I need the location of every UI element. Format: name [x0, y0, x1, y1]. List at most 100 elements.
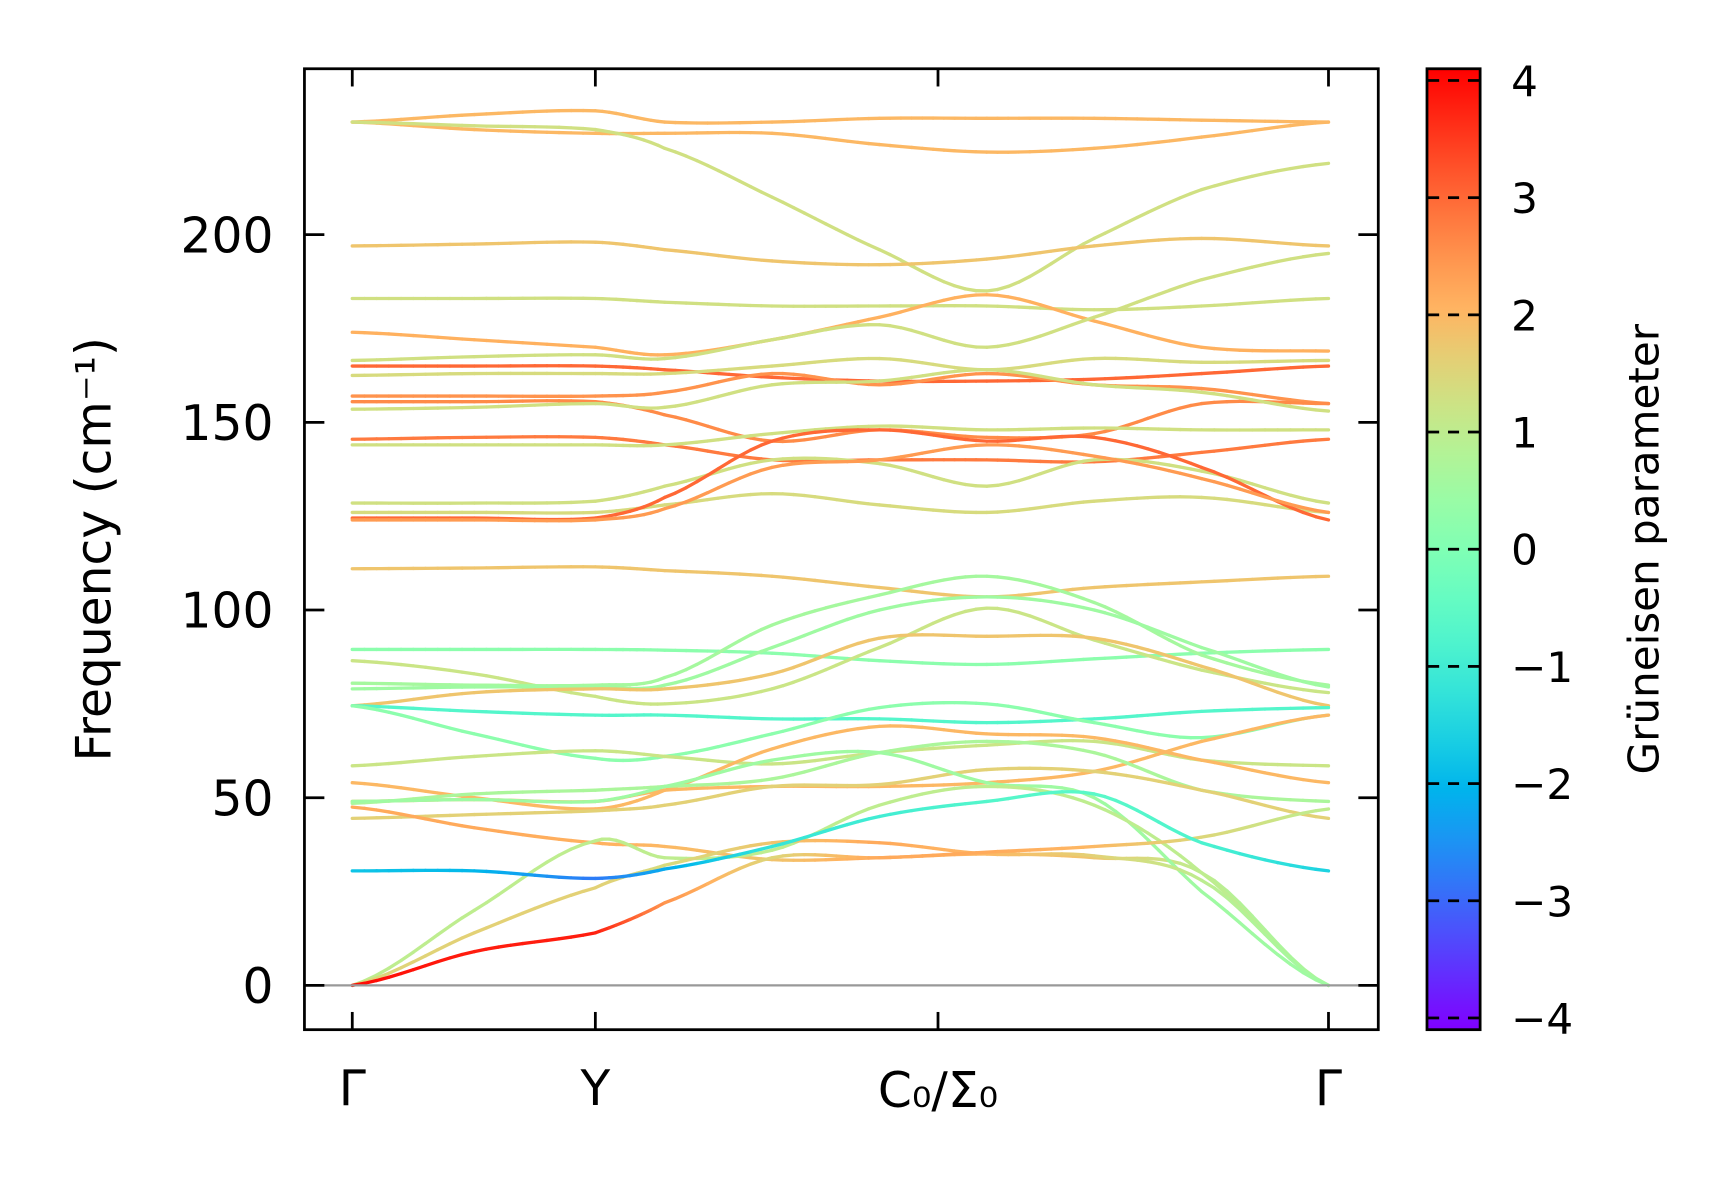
band-28-segment — [1301, 715, 1318, 721]
band-30-segment — [1156, 779, 1172, 786]
colorbar-tick-label: 3 — [1511, 174, 1538, 223]
band-29-segment — [781, 772, 796, 779]
band-9-segment — [1017, 373, 1032, 379]
colorbar-tick-label: 0 — [1511, 526, 1538, 575]
band-18-segment — [802, 577, 817, 583]
band-27-segment — [521, 802, 537, 808]
band-9-segment — [888, 381, 903, 387]
colorbar-tick-label: −4 — [1511, 994, 1573, 1043]
band-32-segment — [985, 781, 1000, 787]
band-11-segment — [909, 374, 925, 380]
band-22-segment — [877, 605, 892, 612]
band-33-segment — [375, 966, 391, 977]
band-21-segment — [845, 598, 860, 605]
band-16-segment — [824, 428, 839, 433]
band-17-segment — [942, 446, 957, 452]
band-34-segment — [759, 841, 774, 846]
y-axis-label: Frequency (cm⁻¹) — [67, 337, 123, 762]
band-35-segment — [1156, 839, 1172, 845]
band-17-segment — [867, 458, 882, 463]
x-tick-label: Γ — [339, 1061, 366, 1117]
band-20-segment — [436, 667, 452, 673]
band-21-segment — [931, 578, 946, 584]
band-29-segment — [824, 761, 839, 768]
band-5-segment — [362, 331, 379, 335]
band-23-segment — [824, 649, 839, 657]
band-21-segment — [1225, 661, 1242, 669]
band-26-segment — [472, 753, 489, 759]
band-5-segment — [569, 344, 585, 349]
band-17-segment — [1156, 466, 1172, 473]
band-3-segment — [759, 258, 774, 263]
band-32-segment — [920, 761, 935, 768]
band-14-segment — [748, 459, 763, 466]
band-23-segment — [1263, 686, 1280, 694]
band-24-segment — [931, 719, 946, 724]
band-6-segment — [1006, 340, 1021, 347]
band-2-segment — [824, 222, 839, 231]
band-1-segment — [1237, 128, 1255, 135]
band-14-segment — [985, 483, 1000, 488]
band-3-segment — [1049, 248, 1064, 253]
band-19-segment — [791, 652, 806, 657]
band-1-segment — [845, 139, 860, 145]
band-26-segment — [545, 749, 561, 754]
band-5-segment — [1124, 327, 1139, 335]
band-36-segment — [496, 870, 513, 875]
band-36-segment — [974, 799, 989, 805]
band-35-segment — [399, 968, 415, 976]
band-10-segment — [1081, 431, 1096, 437]
band-13-segment — [781, 430, 796, 435]
colorbar-tick-label: 2 — [1511, 291, 1538, 340]
band-36-segment — [824, 826, 839, 833]
band-1-segment — [1263, 125, 1280, 131]
band-26-segment — [436, 756, 452, 761]
y-tick-label: 0 — [242, 959, 273, 1015]
band-29-segment — [759, 777, 774, 783]
band-22-segment — [770, 642, 785, 650]
band-21-segment — [663, 672, 678, 680]
band-3-segment — [748, 257, 763, 262]
band-21-segment — [1263, 671, 1280, 678]
band-36-segment — [1006, 795, 1021, 801]
band-4-segment — [1017, 305, 1032, 310]
band-25-segment — [350, 704, 367, 710]
band-28-segment — [673, 787, 688, 792]
band-18-segment — [931, 591, 946, 597]
band-28-segment — [1103, 764, 1118, 771]
band-5-segment — [1167, 339, 1182, 346]
band-22-segment — [1006, 595, 1021, 600]
band-17-segment — [1071, 451, 1086, 457]
band-7-segment — [727, 372, 742, 377]
band-1-segment — [1135, 141, 1150, 147]
band-19-segment — [867, 658, 882, 663]
band-5-segment — [448, 336, 464, 341]
band-20-segment — [350, 659, 367, 664]
band-14-segment — [1038, 468, 1053, 476]
band-27-segment — [770, 744, 785, 751]
band-31-segment — [508, 831, 525, 837]
band-6-segment — [1017, 337, 1032, 345]
band-36-segment — [1124, 803, 1139, 813]
band-33-segment — [877, 800, 892, 807]
band-11-segment — [931, 371, 946, 376]
band-10-segment — [1124, 420, 1139, 428]
band-25-segment — [727, 739, 742, 746]
band-27-segment — [460, 794, 476, 800]
band-8-segment — [1081, 356, 1096, 361]
band-5-segment — [1060, 309, 1075, 317]
band-22-segment — [727, 658, 742, 666]
band-8-segment — [727, 366, 742, 372]
band-30-segment — [695, 796, 710, 802]
band-34-segment — [1288, 957, 1305, 972]
band-34-segment — [1225, 896, 1242, 911]
band-30-segment — [1071, 768, 1086, 773]
band-1-segment — [1114, 143, 1129, 149]
band-28-segment — [1276, 719, 1293, 726]
band-15-segment — [1250, 501, 1267, 507]
band-11-segment — [1314, 408, 1331, 413]
band-35-segment — [1250, 820, 1267, 828]
band-6-segment — [791, 332, 806, 338]
band-8-segment — [1167, 359, 1182, 364]
band-14-segment — [1006, 479, 1021, 486]
